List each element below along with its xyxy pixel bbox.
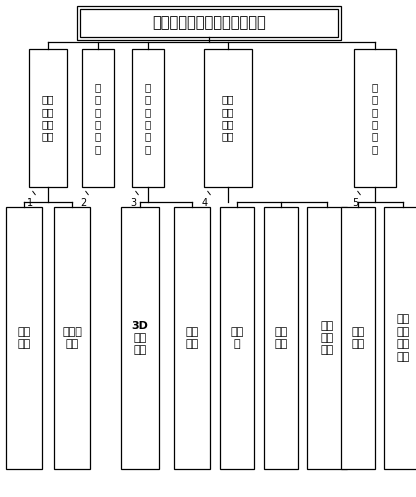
Text: 数
据
处
理
模
块: 数 据 处 理 模 块 (145, 82, 151, 154)
Bar (341, 207, 375, 469)
Text: 2: 2 (80, 198, 86, 208)
Bar (132, 49, 164, 187)
Text: 等值
线: 等值 线 (230, 327, 244, 349)
Text: 1: 1 (27, 198, 33, 208)
Text: 基础
数据
管理
模块: 基础 数据 管理 模块 (42, 94, 54, 142)
Bar (29, 49, 67, 187)
Text: 场
景
建
模
模
块: 场 景 建 模 模 块 (95, 82, 101, 154)
Text: 5: 5 (352, 198, 358, 208)
Text: 变电站噪声控制优化分析系统: 变电站噪声控制优化分析系统 (152, 15, 266, 30)
Text: 3D
虚拟
漫游: 3D 虚拟 漫游 (131, 321, 149, 355)
Bar (6, 207, 42, 469)
Bar (121, 207, 159, 469)
Bar (204, 49, 252, 187)
Text: 等值
曲面: 等值 曲面 (186, 327, 198, 349)
Bar (264, 207, 298, 469)
Bar (174, 207, 210, 469)
Bar (354, 49, 396, 187)
Bar (54, 207, 90, 469)
Text: 屏障
高度
成本
优化: 屏障 高度 成本 优化 (396, 315, 410, 362)
Text: 预测
报告
输出
模块: 预测 报告 输出 模块 (222, 94, 234, 142)
Bar (384, 207, 416, 469)
Text: 文档
报告: 文档 报告 (275, 327, 287, 349)
Text: 声屏障
管理: 声屏障 管理 (62, 327, 82, 349)
Bar (77, 6, 341, 40)
Bar (220, 207, 254, 469)
Bar (80, 9, 338, 37)
Text: 4: 4 (202, 198, 208, 208)
Bar (82, 49, 114, 187)
Bar (307, 207, 347, 469)
Text: 噪声
衰减
曲线: 噪声 衰减 曲线 (320, 321, 334, 355)
Text: 声源
管理: 声源 管理 (17, 327, 31, 349)
Text: 优
化
计
算
模
块: 优 化 计 算 模 块 (372, 82, 378, 154)
Text: 3: 3 (130, 198, 136, 208)
Text: 方案
比选: 方案 比选 (352, 327, 365, 349)
